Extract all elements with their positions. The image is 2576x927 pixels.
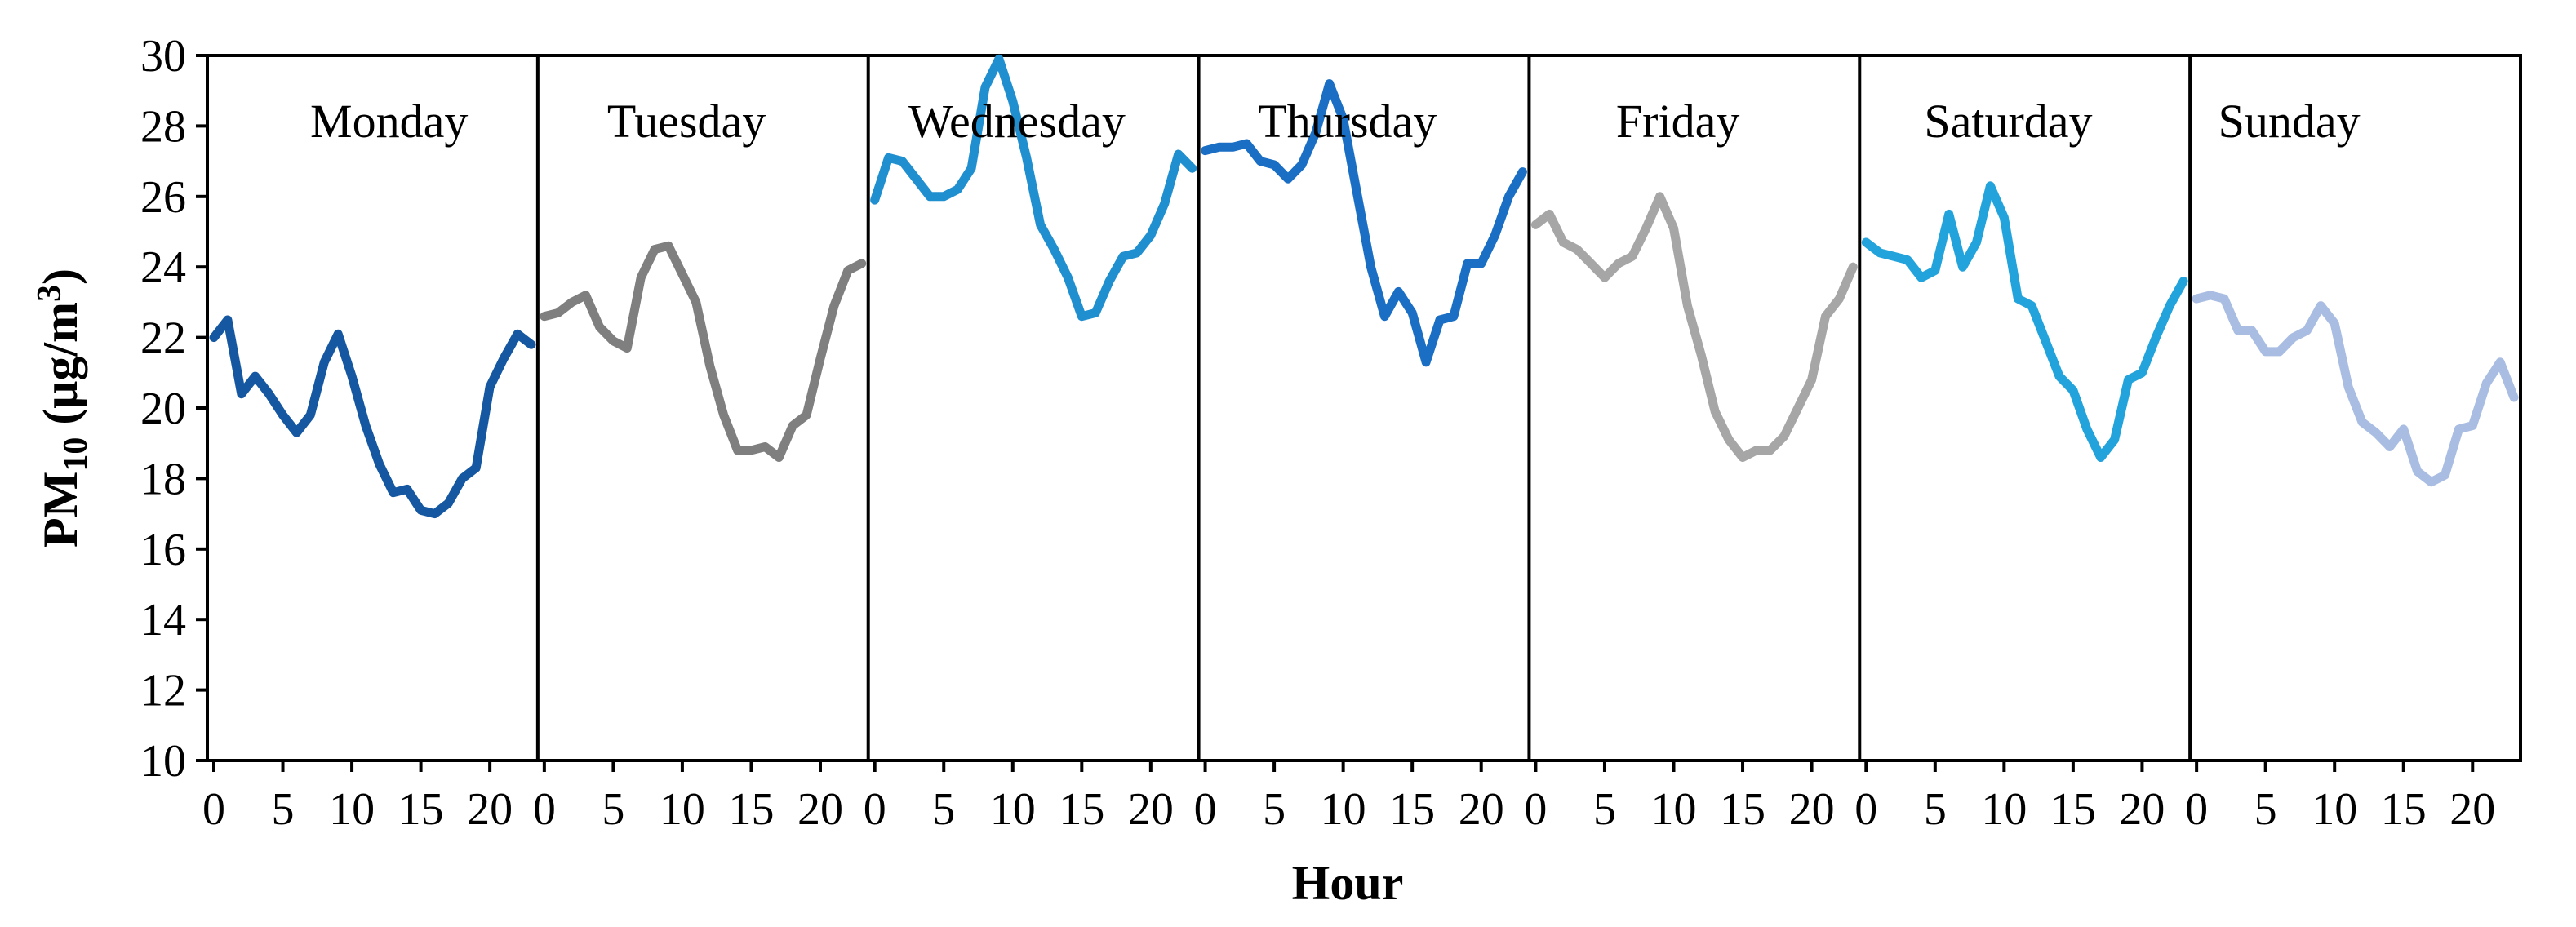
x-tick-label: 15 xyxy=(398,784,444,835)
series-lines: Monday Tuesday Wednesday Thursday Friday Satu… xyxy=(209,54,2519,519)
x-tick-label: 15 xyxy=(728,784,774,835)
y-tick-label: 18 xyxy=(140,454,186,504)
panel-label-saturday: Saturday xyxy=(1924,95,2092,148)
x-tick-label: 5 xyxy=(272,784,295,835)
x-tick-label: 20 xyxy=(467,784,513,835)
x-tick-label: 15 xyxy=(2050,784,2096,835)
y-axis-title-close: ) xyxy=(33,268,87,285)
series-line-thursday xyxy=(1201,79,1527,367)
y-tick-label: 26 xyxy=(140,172,186,223)
x-tick-label: 10 xyxy=(1981,784,2027,835)
x-tick-label: 0 xyxy=(2185,784,2208,835)
y-tick-label: 30 xyxy=(140,31,186,82)
x-tick-label: 5 xyxy=(1263,784,1286,835)
x-tick-label: 10 xyxy=(1650,784,1696,835)
x-tick-label: 0 xyxy=(533,784,556,835)
series-line-saturday xyxy=(1861,181,2188,462)
y-tick-label: 28 xyxy=(140,101,186,152)
x-tick-label: 20 xyxy=(2119,784,2165,835)
x-tick-label: 5 xyxy=(1593,784,1616,835)
x-tick-label: 10 xyxy=(1321,784,1366,835)
x-axis: 0 5 10 15 20 0 5 10 15 20 0 5 10 15 20 0 5 10 15 20 0 5 10 15 20… xyxy=(202,761,2495,835)
day-panels xyxy=(535,55,2192,761)
series-line-tuesday xyxy=(540,241,867,462)
y-tick-label: 12 xyxy=(140,666,186,716)
panel-label-sunday: Sunday xyxy=(2218,95,2361,148)
x-tick-label: 10 xyxy=(329,784,375,835)
y-axis-title-main: PM xyxy=(33,472,87,548)
panel-label-tuesday: Tuesday xyxy=(607,95,766,148)
x-tick-label: 20 xyxy=(1789,784,1835,835)
x-tick-label: 5 xyxy=(602,784,624,835)
panel-label-friday: Friday xyxy=(1616,95,1739,148)
plot-border xyxy=(206,54,2522,762)
y-tick-label: 10 xyxy=(140,736,186,787)
x-tick-label: 0 xyxy=(864,784,886,835)
x-tick-label: 5 xyxy=(1924,784,1947,835)
x-tick-label: 20 xyxy=(1459,784,1504,835)
x-tick-label: 10 xyxy=(990,784,1036,835)
plot-frame xyxy=(206,54,2522,762)
y-tick-label: 14 xyxy=(140,595,186,645)
x-tick-label: 20 xyxy=(2449,784,2495,835)
y-tick-label: 16 xyxy=(140,525,186,575)
x-tick-label: 20 xyxy=(1128,784,1174,835)
y-tick-label: 20 xyxy=(140,384,186,434)
x-tick-label: 0 xyxy=(1854,784,1877,835)
series-line-sunday xyxy=(2192,291,2519,487)
x-tick-label: 15 xyxy=(1059,784,1104,835)
panel-label-wednesday: Wednesday xyxy=(908,95,1126,148)
y-axis-title-superscript: 3 xyxy=(31,285,69,302)
x-tick-label: 20 xyxy=(797,784,843,835)
x-tick-label: 15 xyxy=(2381,784,2427,835)
panel-label-monday: Monday xyxy=(310,95,468,148)
x-tick-label: 0 xyxy=(202,784,225,835)
x-tick-label: 15 xyxy=(1389,784,1435,835)
series-line-monday xyxy=(209,315,536,519)
x-tick-label: 0 xyxy=(1194,784,1217,835)
x-tick-label: 5 xyxy=(2254,784,2277,835)
y-axis-title-unit: (μg/m xyxy=(33,302,87,437)
x-tick-label: 15 xyxy=(1720,784,1765,835)
x-tick-label: 5 xyxy=(932,784,955,835)
x-tick-label: 10 xyxy=(660,784,705,835)
x-tick-label: 0 xyxy=(1524,784,1547,835)
series-line-wednesday xyxy=(870,54,1197,322)
series-line-friday xyxy=(1530,192,1858,462)
x-tick-label: 10 xyxy=(2312,784,2357,835)
y-tick-label: 24 xyxy=(140,242,186,293)
y-axis-title: PM10 (μg/m3) xyxy=(31,268,95,548)
y-tick-label: 22 xyxy=(140,313,186,364)
panel-label-thursday: Thursday xyxy=(1258,95,1437,148)
y-axis: 10 12 14 16 18 20 22 24 26 28 30 xyxy=(140,31,207,787)
y-axis-title-subscript: 10 xyxy=(57,437,95,472)
x-axis-title: Hour xyxy=(1292,856,1404,910)
